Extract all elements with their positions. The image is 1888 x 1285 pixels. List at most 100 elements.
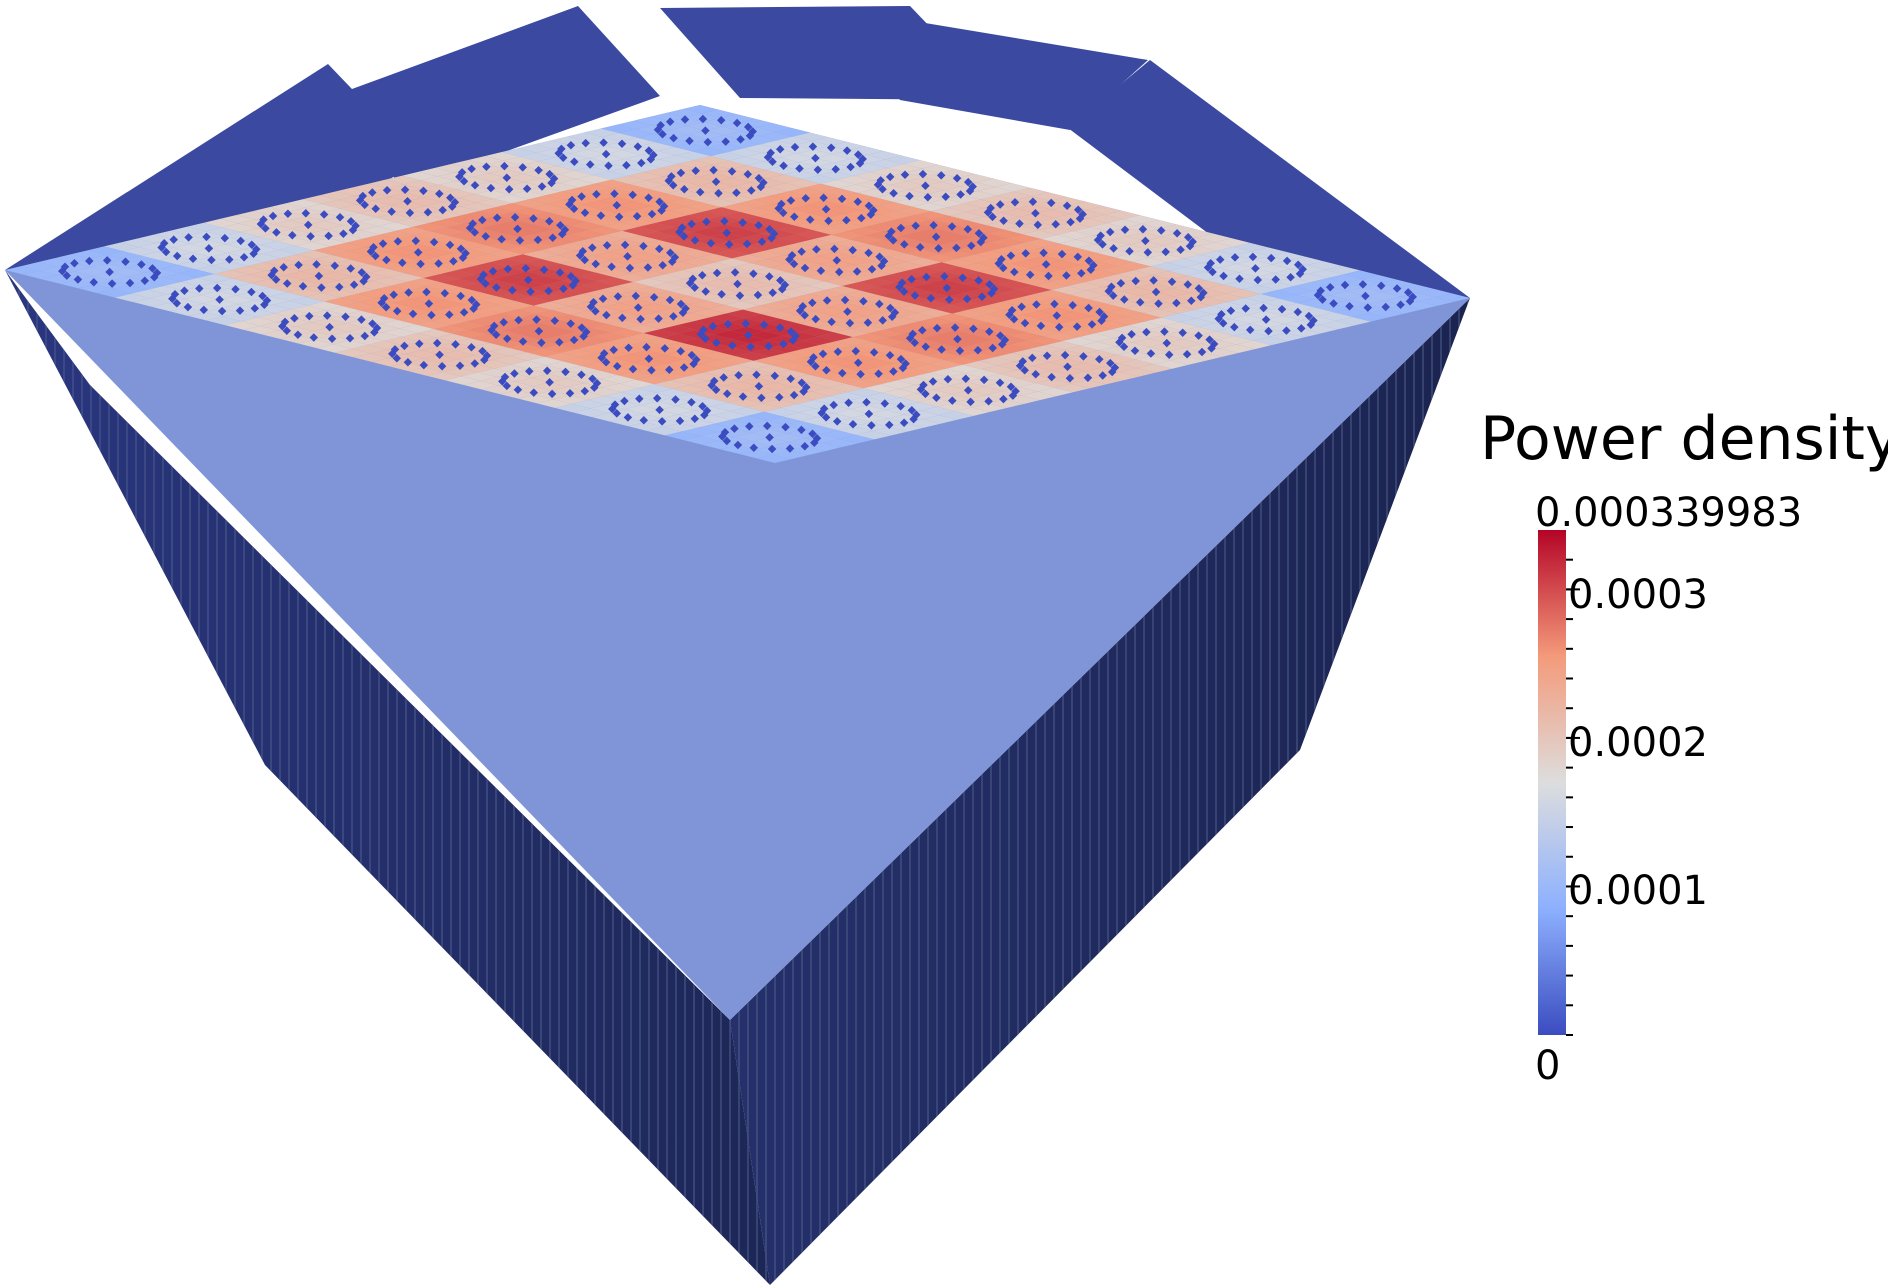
- assembly-cell: [1018, 293, 1054, 303]
- guide-tube-dot: [908, 329, 918, 339]
- guide-tube-dot: [140, 276, 150, 286]
- assembly-cell: [1135, 355, 1171, 365]
- assembly-cell: [1076, 324, 1112, 334]
- assembly-cell: [460, 202, 496, 212]
- assembly-cell: [115, 293, 150, 303]
- assembly-cell: [401, 252, 437, 261]
- guide-tube-dot: [658, 261, 667, 270]
- guide-tube-dot: [955, 346, 965, 355]
- assembly-cell: [1325, 265, 1360, 275]
- assembly-cell: [311, 318, 347, 328]
- assembly-cell: [1001, 297, 1037, 307]
- guide-tube-dot: [387, 207, 396, 216]
- guide-tube-dot: [405, 208, 415, 218]
- guide-tube-dot: [1098, 371, 1107, 380]
- guide-tube-dot: [335, 282, 344, 292]
- assembly-cell: [539, 246, 575, 256]
- guide-tube-dot: [786, 374, 795, 383]
- assembly-cell: [414, 231, 450, 240]
- assembly-cell: [701, 440, 737, 450]
- guide-tube-dot: [733, 440, 743, 450]
- guide-tube-dot: [449, 257, 458, 266]
- assembly-cell: [1207, 284, 1243, 294]
- assembly-cell: [813, 396, 849, 405]
- assembly-cell: [593, 171, 628, 180]
- guide-tube-dot: [392, 354, 402, 363]
- assembly-cell: [342, 302, 378, 311]
- assembly-cell: [383, 247, 419, 257]
- assembly-cell: [649, 193, 685, 203]
- assembly-cell: [950, 301, 986, 310]
- guide-tube-dot: [1028, 353, 1037, 363]
- guide-tube-dot: [919, 380, 928, 390]
- guide-tube-dot: [765, 433, 774, 442]
- assembly-cell: [462, 211, 498, 220]
- guide-tube-dot: [808, 298, 817, 307]
- assembly-cell: [341, 213, 377, 222]
- assembly-cell: [397, 316, 433, 325]
- guide-tube-dot: [1295, 269, 1305, 278]
- assembly-cell: [142, 260, 178, 269]
- assembly-cell: [379, 311, 415, 320]
- assembly-cell: [599, 285, 635, 295]
- guide-tube-dot: [620, 396, 629, 406]
- assembly-cell: [515, 297, 551, 306]
- assembly-cell: [423, 274, 459, 283]
- assembly-cell: [1398, 284, 1434, 293]
- assembly-cell: [897, 295, 933, 305]
- assembly-cell: [968, 386, 1004, 395]
- assembly-cell: [1071, 299, 1107, 308]
- guide-tube-dot: [470, 181, 480, 190]
- guide-tube-dot: [184, 233, 193, 242]
- assembly-cell: [263, 258, 299, 267]
- assembly-cell: [640, 231, 676, 241]
- assembly-cell: [699, 262, 734, 271]
- assembly-cell: [1177, 309, 1213, 319]
- guide-tube-dot: [360, 331, 370, 341]
- guide-tube-dot: [280, 317, 290, 327]
- assembly-cell: [170, 226, 206, 236]
- guide-tube-dot: [897, 278, 907, 287]
- assembly-cell: [1262, 298, 1298, 308]
- assembly-cell: [608, 328, 644, 338]
- assembly-cell: [96, 289, 132, 298]
- guide-tube-dot: [1084, 256, 1094, 266]
- guide-tube-dot: [199, 305, 209, 315]
- assembly-cell: [492, 356, 528, 365]
- assembly-cell: [229, 257, 264, 267]
- guide-tube-dot: [745, 422, 754, 431]
- guide-tube-dot: [777, 285, 787, 294]
- guide-tube-dot: [502, 381, 512, 391]
- assembly-cell: [269, 203, 305, 212]
- guide-tube-dot: [649, 292, 659, 302]
- guide-tube-dot: [1044, 271, 1053, 281]
- assembly-cell: [362, 315, 398, 324]
- assembly-cell: [784, 421, 820, 430]
- guide-tube-dot: [1116, 278, 1126, 288]
- assembly-cell: [816, 324, 852, 333]
- assembly-cell: [1022, 230, 1058, 239]
- assembly-cell: [592, 332, 628, 341]
- assembly-cell: [351, 344, 387, 354]
- assembly-cell: [581, 281, 617, 290]
- assembly-cell: [302, 276, 338, 285]
- assembly-cell: [756, 454, 792, 463]
- assembly-cell: [748, 250, 784, 260]
- assembly-cell: [386, 264, 422, 274]
- guide-tube-dot: [282, 326, 292, 335]
- guide-tube-dot: [489, 321, 499, 331]
- guide-tube-dot: [172, 251, 182, 261]
- assembly-cell: [805, 272, 841, 282]
- guide-tube-dot: [799, 387, 808, 396]
- guide-tube-dot: [899, 418, 909, 427]
- assembly-cell: [276, 237, 312, 246]
- assembly-cell: [239, 308, 275, 318]
- assembly-cell: [1049, 358, 1085, 367]
- assembly-cell: [781, 242, 817, 252]
- assembly-cell: [1161, 313, 1197, 323]
- assembly-cell: [1297, 299, 1333, 308]
- assembly-cell: [680, 338, 716, 347]
- assembly-cell: [710, 152, 746, 161]
- assembly-cell: [1114, 253, 1149, 262]
- assembly-cell: [966, 297, 1002, 306]
